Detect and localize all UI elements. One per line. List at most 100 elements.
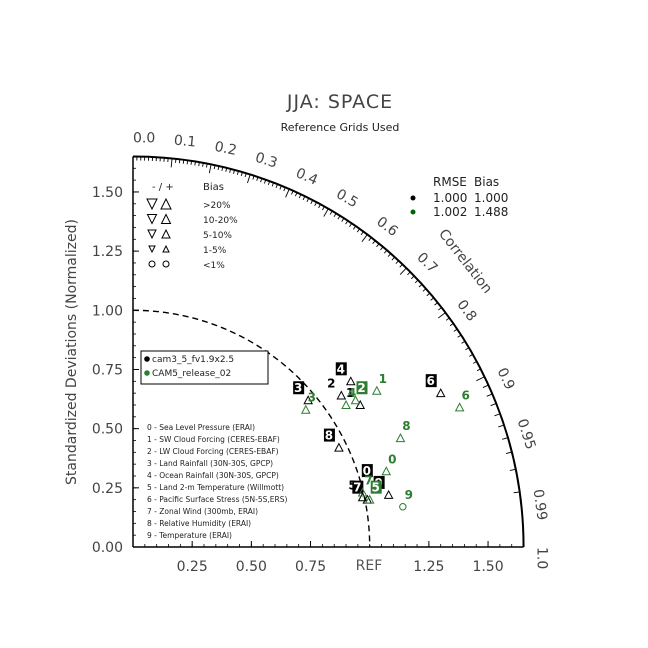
variable-list-item: 0 - Sea Level Pressure (ERAI) — [147, 423, 255, 432]
correlation-tick — [182, 159, 185, 164]
correlation-tick — [225, 167, 228, 172]
rmse-value: 1.000 — [433, 191, 467, 205]
correlation-tick — [361, 234, 368, 243]
reference-arc — [132, 309, 371, 548]
bias-legend-row: >20% — [203, 201, 231, 211]
variable-list: 0 - Sea Level Pressure (ERAI) 1 - SW Clou… — [147, 423, 287, 540]
correlation-tick — [502, 437, 509, 440]
rmse-row-dot — [410, 195, 416, 201]
x-tick-label: 0.25 — [177, 559, 208, 575]
bias-circle-icon — [162, 260, 170, 268]
series-legend-dot — [144, 356, 150, 362]
correlation-tick — [240, 171, 243, 177]
bias-header: Bias — [474, 175, 499, 189]
correlation-tick — [426, 292, 431, 297]
correlation-tick — [486, 393, 493, 397]
correlation-tick — [247, 174, 251, 184]
data-point-label: 7 — [364, 474, 372, 488]
outer-arc — [132, 155, 525, 548]
correlation-tick-label: 0.3 — [253, 150, 279, 172]
correlation-tick — [318, 204, 321, 209]
correlation-tick — [213, 165, 216, 170]
correlation-tick — [490, 403, 497, 407]
correlation-tick — [267, 180, 271, 186]
correlation-tick — [217, 165, 220, 171]
correlation-tick — [236, 170, 239, 175]
data-point-label: 2 — [327, 377, 335, 391]
data-point-marker — [357, 487, 368, 497]
correlation-tick — [411, 275, 415, 280]
correlation-tick — [322, 206, 325, 211]
correlation-tick-label: 0.2 — [213, 139, 238, 159]
y-tick-label: 0.25 — [92, 481, 123, 497]
correlation-tick-label: 0.9 — [493, 365, 517, 392]
correlation-tick — [283, 187, 286, 192]
ref-label: REF — [356, 558, 383, 574]
bias-legend-sign: - / + — [152, 182, 174, 193]
correlation-tick — [509, 468, 516, 471]
data-point-label: 3 — [294, 381, 302, 395]
data-point-marker — [355, 399, 366, 409]
chart-subtitle: Reference Grids Used — [281, 121, 400, 134]
correlation-tick — [298, 194, 302, 199]
data-point-marker — [341, 399, 351, 409]
correlation-tick-label: 0.95 — [514, 417, 539, 452]
data-point-label: 0 — [363, 464, 371, 478]
bias-legend-row: 10-20% — [203, 216, 238, 226]
y-tick-label: 1.00 — [92, 303, 123, 319]
bias-down-triangle-icon — [146, 214, 158, 225]
correlation-tick — [391, 256, 396, 261]
y-tick-label: 0.75 — [92, 362, 123, 378]
series-legend-label: cam3_5_fv1.9x2.5 — [152, 355, 234, 365]
series-legend-box — [140, 350, 269, 385]
data-point-label: 4 — [337, 362, 345, 376]
correlation-tick — [453, 328, 458, 332]
data-point-marker — [371, 385, 382, 395]
data-point-label: 6 — [427, 374, 435, 388]
correlation-tick — [482, 384, 489, 388]
correlation-tick — [422, 288, 427, 292]
correlation-tick — [190, 160, 193, 165]
variable-list-item: 4 - Ocean Rainfall (30N-30S, GPCP) — [147, 471, 279, 480]
correlation-tick — [260, 178, 263, 183]
correlation-tick — [306, 198, 310, 202]
correlation-tick — [418, 283, 423, 288]
correlation-tick — [380, 246, 384, 251]
data-point-marker — [399, 503, 407, 511]
data-point-label: 8 — [325, 429, 333, 443]
x-tick-label: 0.75 — [295, 559, 326, 575]
correlation-tick — [271, 182, 275, 187]
x-tick-label: 1.50 — [472, 559, 503, 575]
data-point-label-box — [425, 374, 437, 388]
correlation-tick — [445, 317, 450, 321]
correlation-tick — [376, 243, 380, 248]
correlation-tick — [414, 279, 419, 284]
data-point-label: 4 — [348, 386, 356, 400]
variable-list-item: 3 - Land Rainfall (30N-30S, GPCP) — [147, 459, 273, 468]
correlation-tick — [368, 237, 372, 241]
chart-title: JJA: SPACE — [286, 91, 393, 113]
correlation-tick — [383, 249, 388, 254]
variable-list-item: 1 - SW Cloud Forcing (CERES-EBAF) — [147, 435, 280, 444]
bias-legend-row: 1-5% — [203, 246, 227, 256]
data-point-marker — [336, 390, 347, 400]
correlation-tick — [323, 208, 329, 217]
correlation-tick — [329, 210, 333, 215]
correlation-tick — [291, 190, 294, 195]
variable-list-item: 5 - Land 2-m Temperature (Willmott) — [147, 483, 284, 492]
correlation-tick — [457, 334, 462, 338]
series-legend: cam3_5_fv1.9x2.5 CAM5_release_02 — [140, 350, 269, 385]
data-point-label-box — [352, 480, 364, 494]
data-point-marker — [435, 388, 446, 398]
correlation-tick-label: 0.0 — [133, 130, 155, 146]
correlation-tick — [476, 376, 485, 382]
data-point-label: 1 — [379, 372, 387, 386]
correlation-tick — [264, 179, 267, 184]
y-tick-label: 0.50 — [92, 422, 123, 438]
correlation-tick — [360, 231, 364, 236]
correlation-tick — [279, 185, 282, 190]
data-point-marker — [350, 395, 361, 405]
